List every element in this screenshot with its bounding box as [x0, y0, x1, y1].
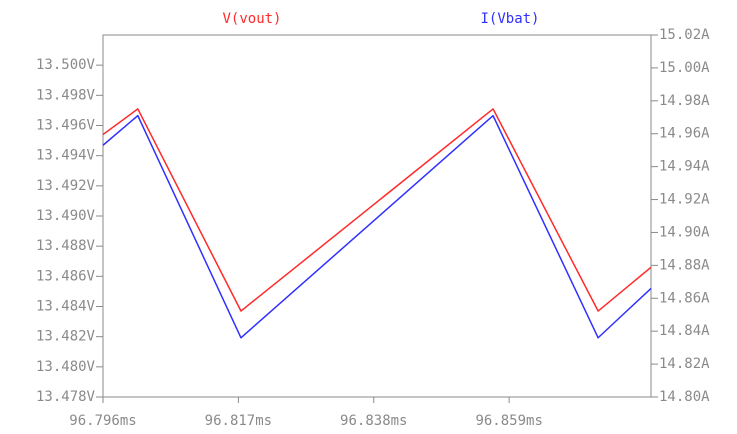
y2-tick-label: 14.98A: [659, 93, 710, 109]
y2-tick-label: 14.88A: [659, 257, 710, 273]
y2-tick-label: 14.90A: [659, 224, 710, 240]
y2-tick-label: 15.00A: [659, 60, 710, 76]
y-tick-label: 13.488V: [36, 238, 96, 254]
x-tick-label: 96.817ms: [205, 413, 272, 429]
y-tick-label: 13.500V: [36, 57, 96, 73]
y-tick-label: 13.492V: [36, 178, 96, 194]
y-tick-label: 13.484V: [36, 299, 96, 315]
y-tick-label: 13.498V: [36, 87, 96, 103]
y2-tick-label: 14.96A: [659, 126, 710, 142]
y2-tick-label: 15.02A: [659, 27, 710, 43]
y-tick-label: 13.482V: [36, 329, 96, 345]
legend-entry: I(Vbat): [480, 11, 539, 27]
y-tick-label: 13.494V: [36, 148, 96, 164]
y-tick-label: 13.480V: [36, 359, 96, 375]
series-line: [102, 108, 652, 312]
y2-tick-label: 14.84A: [659, 323, 710, 339]
y-tick-label: 13.486V: [36, 268, 96, 284]
y2-tick-label: 14.82A: [659, 356, 710, 372]
y2-tick-label: 14.94A: [659, 159, 710, 175]
y2-tick-label: 14.86A: [659, 290, 710, 306]
legend-entry: V(vout): [222, 11, 281, 27]
series-line: [102, 114, 652, 339]
y2-tick-label: 14.80A: [659, 389, 710, 405]
x-tick-label: 96.838ms: [340, 413, 407, 429]
y-tick-label: 13.496V: [36, 118, 96, 134]
x-tick-label: 96.796ms: [69, 413, 136, 429]
y2-tick-label: 14.92A: [659, 192, 710, 208]
x-tick-label: 96.859ms: [475, 413, 542, 429]
y-tick-label: 13.478V: [36, 389, 96, 405]
y-tick-label: 13.490V: [36, 208, 96, 224]
